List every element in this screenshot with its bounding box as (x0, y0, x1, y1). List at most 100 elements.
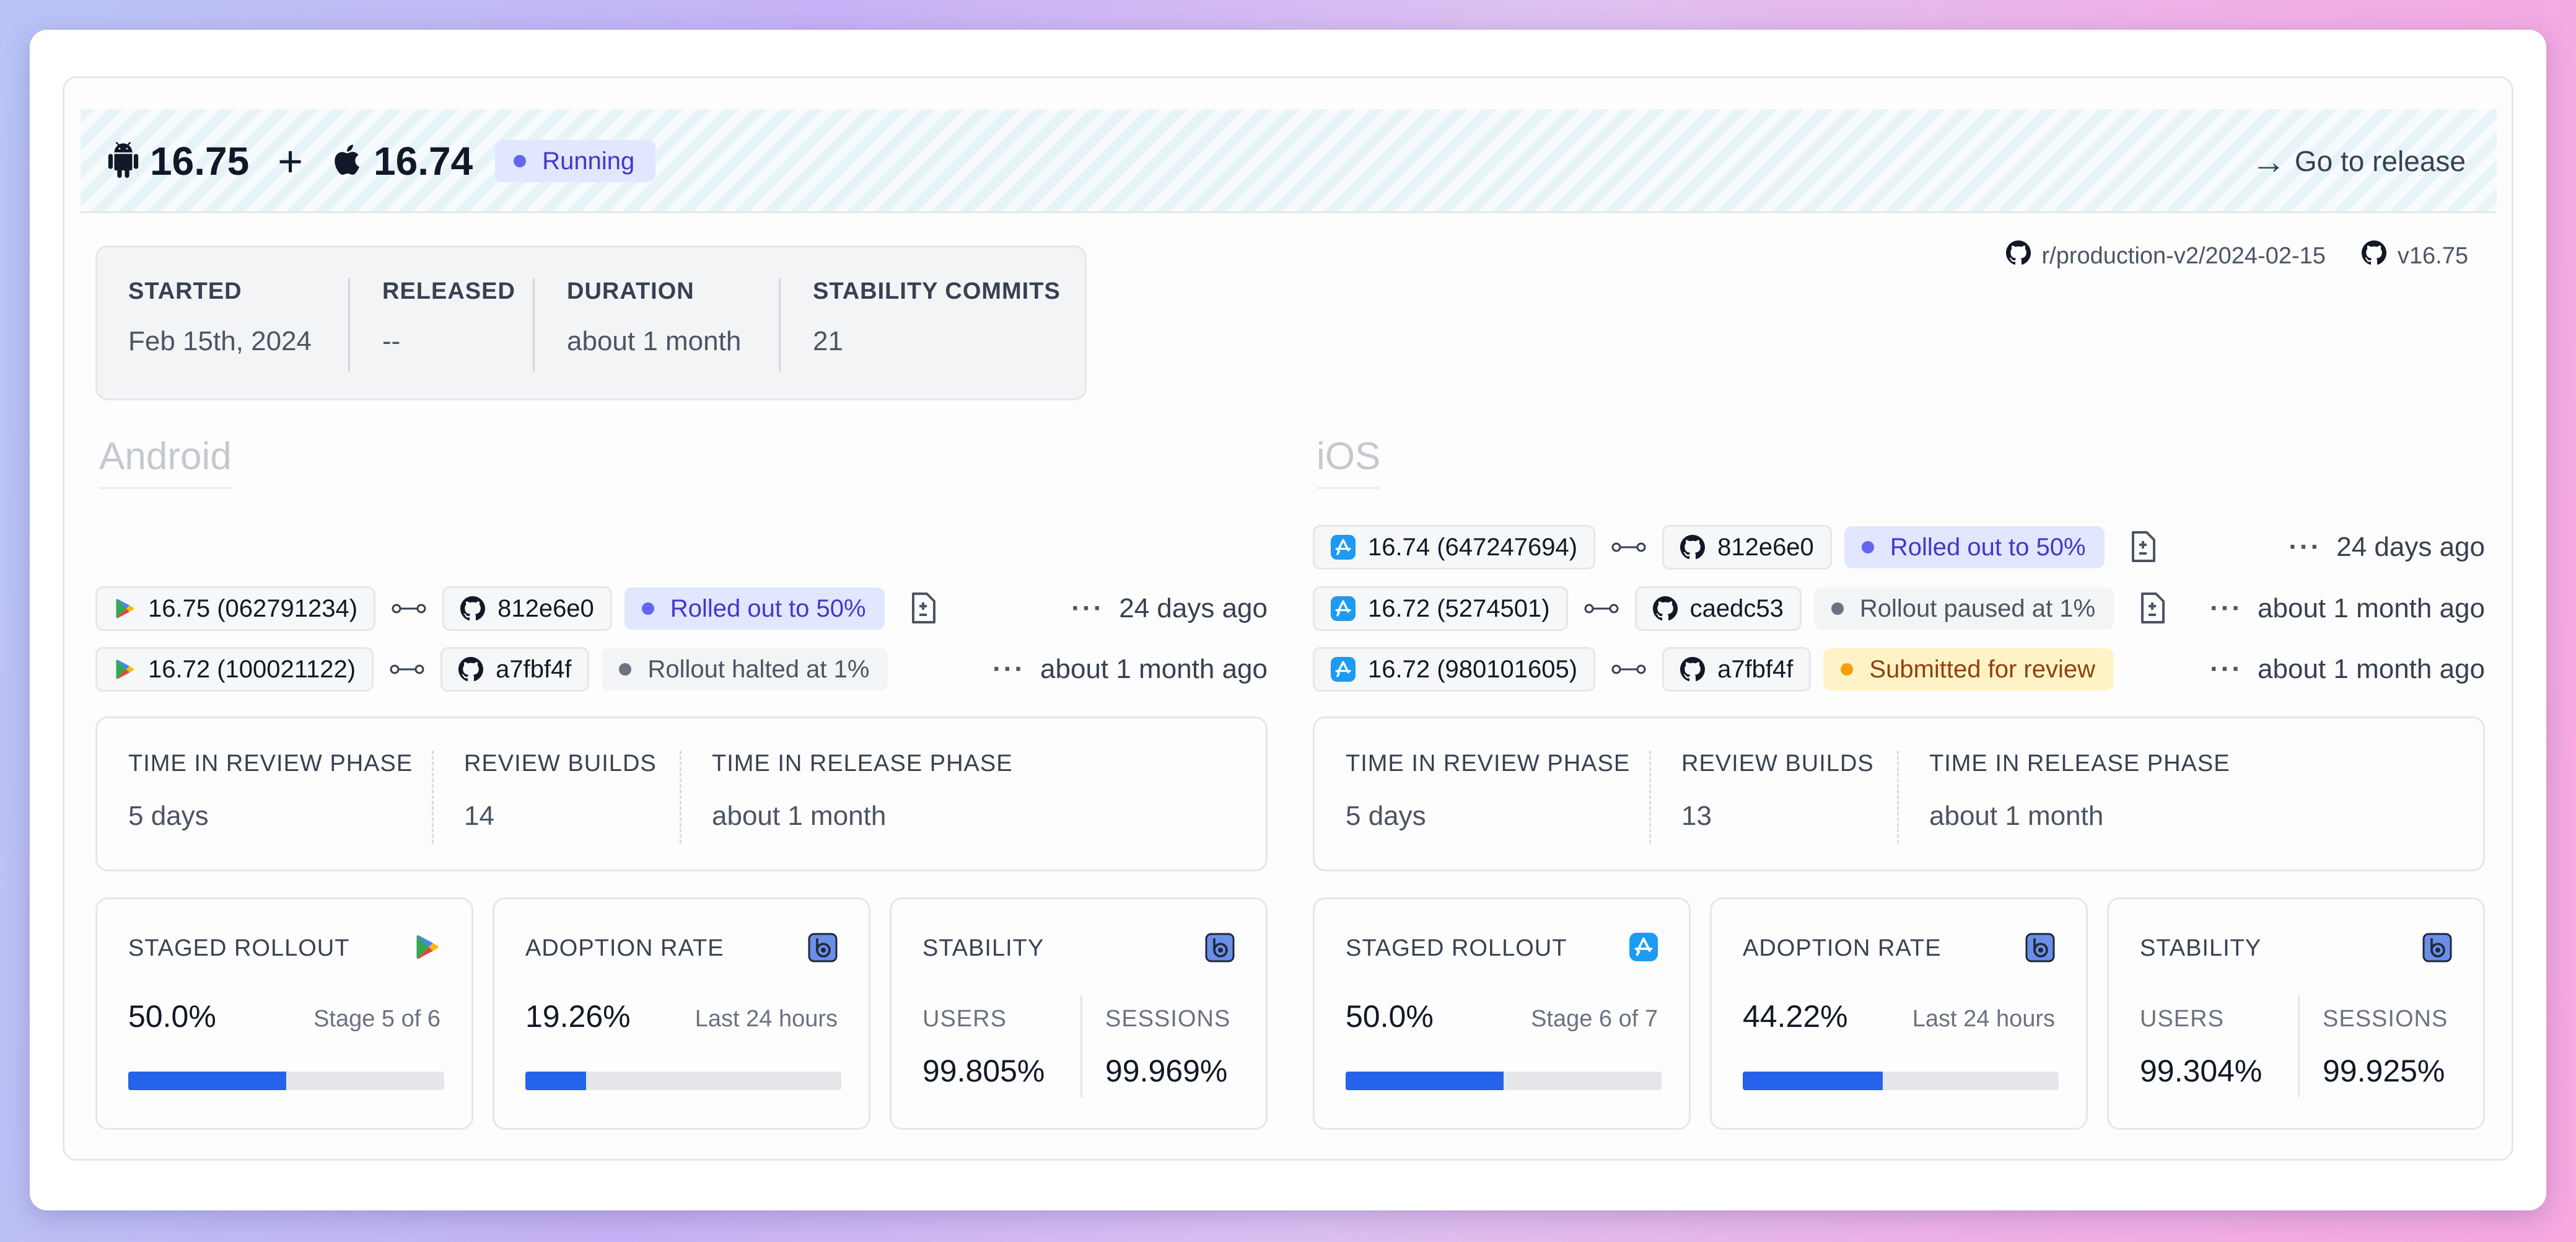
android-version: 16.75 (150, 139, 250, 183)
android-icon (105, 141, 141, 182)
adoption-period: Last 24 hours (1912, 1006, 2055, 1032)
bitrise-icon (808, 933, 838, 966)
divider (348, 278, 350, 371)
go-to-release-link[interactable]: → Go to release (2251, 141, 2466, 181)
android-build-row: 16.72 (100021122) a7fbf4f Rollout halted… (95, 647, 1268, 692)
link-icon (390, 662, 424, 677)
more-dots-icon[interactable]: ··· (1071, 593, 1105, 623)
release-phase-time: TIME IN RELEASE PHASE about 1 month (1929, 751, 2230, 831)
progress-bar (525, 1072, 841, 1090)
build-status-badge: Rolled out to 50% (1844, 526, 2105, 568)
github-icon (460, 596, 486, 621)
build-chip[interactable]: 16.72 (5274501) (1313, 586, 1568, 631)
commit-chip[interactable]: 812e6e0 (1662, 525, 1832, 570)
users-stability: 99.805% (922, 1054, 1045, 1088)
divider (533, 278, 535, 371)
ios-build-row: 16.72 (5274501) caedc53 Rollout paused a… (1313, 586, 2485, 631)
progress-bar (1743, 1072, 2059, 1090)
build-time: ··· 24 days ago (2289, 532, 2485, 562)
build-chip[interactable]: 16.72 (100021122) (95, 647, 374, 692)
play-store-icon (413, 933, 440, 964)
commit-chip[interactable]: a7fbf4f (1662, 647, 1812, 692)
build-chip[interactable]: 16.72 (980101605) (1313, 647, 1596, 692)
build-status-badge: Rollout halted at 1% (602, 648, 888, 690)
divider (779, 278, 781, 371)
bitrise-icon (2025, 933, 2055, 966)
build-time: ··· about 1 month ago (2210, 654, 2485, 684)
commit-chip[interactable]: caedc53 (1634, 586, 1802, 631)
file-diff-icon[interactable] (2139, 592, 2166, 625)
bitrise-icon (1205, 933, 1235, 966)
review-phase-time: TIME IN REVIEW PHASE 5 days (1346, 751, 1631, 831)
android-build-row: 16.75 (062791234) 812e6e0 Rolled out to … (95, 586, 1268, 631)
android-phase-summary: TIME IN REVIEW PHASE 5 days REVIEW BUILD… (95, 716, 1268, 871)
meta-duration: DURATION about 1 month (567, 278, 742, 356)
divider (1649, 751, 1651, 843)
progress-bar (1346, 1072, 1662, 1090)
sessions-stability: 99.969% (1105, 1054, 1228, 1088)
rollout-percentage: 50.0% (128, 999, 216, 1034)
release-card: 16.75 + 16.74 Running → Go to release ST… (63, 76, 2513, 1161)
app-store-icon (1331, 657, 1356, 682)
release-refs: r/production-v2/2024-02-15 v16.75 (1970, 240, 2468, 271)
divider (2298, 995, 2300, 1098)
more-dots-icon[interactable]: ··· (2210, 654, 2243, 684)
ios-stability-card: STABILITY USERS 99.304% SESSIONS 99.925% (2107, 897, 2485, 1130)
users-stability: 99.304% (2140, 1054, 2263, 1088)
review-phase-time: TIME IN REVIEW PHASE 5 days (128, 751, 413, 831)
divider (1897, 751, 1899, 843)
status-dot (641, 602, 654, 615)
more-dots-icon[interactable]: ··· (2210, 593, 2243, 623)
github-icon (1680, 657, 1706, 682)
divider (1080, 995, 1082, 1098)
ios-staged-rollout-card: STAGED ROLLOUT 50.0% Stage 6 of 7 (1313, 897, 1691, 1130)
more-dots-icon[interactable]: ··· (992, 654, 1026, 684)
github-icon (1680, 535, 1706, 560)
ios-phase-summary: TIME IN REVIEW PHASE 5 days REVIEW BUILD… (1313, 716, 2485, 871)
divider (432, 751, 434, 843)
github-icon (1652, 596, 1678, 621)
release-header: 16.75 + 16.74 Running → Go to release (81, 109, 2497, 213)
build-time: ··· about 1 month ago (992, 654, 1268, 684)
github-icon (2361, 240, 2398, 271)
more-dots-icon[interactable]: ··· (2289, 532, 2322, 562)
link-icon (1611, 662, 1646, 677)
progress-bar (128, 1072, 444, 1090)
progress-fill (525, 1072, 587, 1090)
build-time: ··· about 1 month ago (2210, 593, 2485, 623)
commit-chip[interactable]: a7fbf4f (440, 647, 590, 692)
meta-stability-commits: STABILITY COMMITS 21 (813, 278, 1061, 356)
review-builds: REVIEW BUILDS 14 (464, 751, 657, 831)
ios-version: 16.74 (374, 139, 473, 183)
github-icon (2005, 240, 2042, 271)
branch-link[interactable]: r/production-v2/2024-02-15 (2005, 240, 2326, 271)
rollout-stage: Stage 6 of 7 (1531, 1006, 1658, 1032)
status-dot (1831, 602, 1844, 615)
commit-chip[interactable]: 812e6e0 (442, 586, 612, 631)
sessions-stability: 99.925% (2323, 1054, 2445, 1088)
build-chip[interactable]: 16.75 (062791234) (95, 586, 376, 631)
adoption-percentage: 19.26% (525, 999, 631, 1034)
status-dot (619, 663, 632, 676)
meta-released: RELEASED -- (382, 278, 515, 356)
tag-link[interactable]: v16.75 (2361, 240, 2468, 271)
github-icon (458, 657, 484, 682)
adoption-period: Last 24 hours (694, 1006, 838, 1032)
file-diff-icon[interactable] (2129, 531, 2157, 563)
release-status-badge: Running (495, 140, 656, 182)
android-stability-card: STABILITY USERS 99.805% SESSIONS 99.969% (890, 897, 1268, 1130)
android-staged-rollout-card: STAGED ROLLOUT 50.0% Stage 5 of 6 (95, 897, 473, 1130)
release-versions: 16.75 + 16.74 Running (105, 109, 656, 213)
file-diff-icon[interactable] (909, 592, 937, 625)
build-status-badge: Submitted for review (1823, 648, 2114, 690)
progress-fill (1743, 1072, 1883, 1090)
review-builds: REVIEW BUILDS 13 (1681, 751, 1874, 831)
link-icon (1584, 601, 1619, 616)
adoption-percentage: 44.22% (1743, 999, 1848, 1034)
status-dot (1861, 541, 1874, 553)
build-chip[interactable]: 16.74 (647247694) (1313, 525, 1596, 570)
release-meta: STARTED Feb 15th, 2024 RELEASED -- DURAT… (95, 245, 1087, 400)
build-time: ··· 24 days ago (1071, 593, 1268, 623)
progress-fill (1346, 1072, 1504, 1090)
app-store-icon (1629, 933, 1658, 964)
